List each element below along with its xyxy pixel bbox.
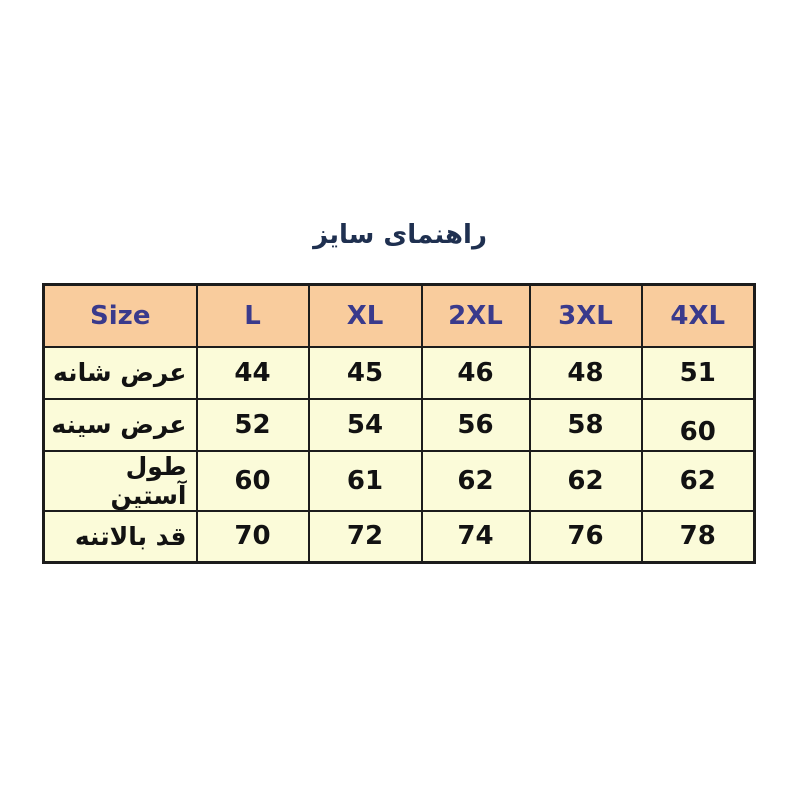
row-label: قد بالاتنه [42,509,198,564]
size-table-body: عرض شانه 44 45 46 48 51 عرض سینه 52 54 56 58 60 طول … [42,345,756,564]
measurement-cell: 45 [307,345,423,400]
measurement-cell: 58 [528,397,643,452]
measurement-cell: 48 [528,345,643,400]
measurement-cell: 72 [307,509,423,564]
measurement-cell: 54 [307,397,423,452]
table-row: عرض شانه 44 45 46 48 51 [42,345,756,400]
column-header-3xl: 3XL [528,283,643,348]
table-row: قد بالاتنه 70 72 74 76 78 [42,509,756,564]
measurement-cell: 56 [420,397,531,452]
measurement-cell: 60 [640,397,756,452]
measurement-cell: 62 [528,449,643,512]
measurement-cell: 78 [640,509,756,564]
measurement-cell: 76 [528,509,643,564]
row-label: عرض سینه [42,397,198,452]
column-header-4xl: 4XL [640,283,756,348]
measurement-cell: 62 [640,449,756,512]
table-row: عرض سینه 52 54 56 58 60 [42,397,756,452]
size-table: Size L XL 2XL 3XL 4XL عرض شانه 44 45 46 48 51 عرض س… [42,283,756,564]
page-title: راهنمای سایز [313,220,487,250]
measurement-cell: 51 [640,345,756,400]
column-header-xl: XL [307,283,423,348]
measurement-cell: 60 [195,449,310,512]
measurement-cell: 44 [195,345,310,400]
column-header-size: Size [42,283,198,348]
measurement-cell: 74 [420,509,531,564]
column-header-l: L [195,283,310,348]
column-header-2xl: 2XL [420,283,531,348]
table-row: طول آستین 60 61 62 62 62 [42,449,756,512]
measurement-cell: 62 [420,449,531,512]
size-table-header-row: Size L XL 2XL 3XL 4XL [42,283,756,348]
measurement-cell: 46 [420,345,531,400]
row-label: طول آستین [42,449,198,512]
measurement-cell: 61 [307,449,423,512]
measurement-cell: 70 [195,509,310,564]
row-label: عرض شانه [42,345,198,400]
measurement-cell: 52 [195,397,310,452]
